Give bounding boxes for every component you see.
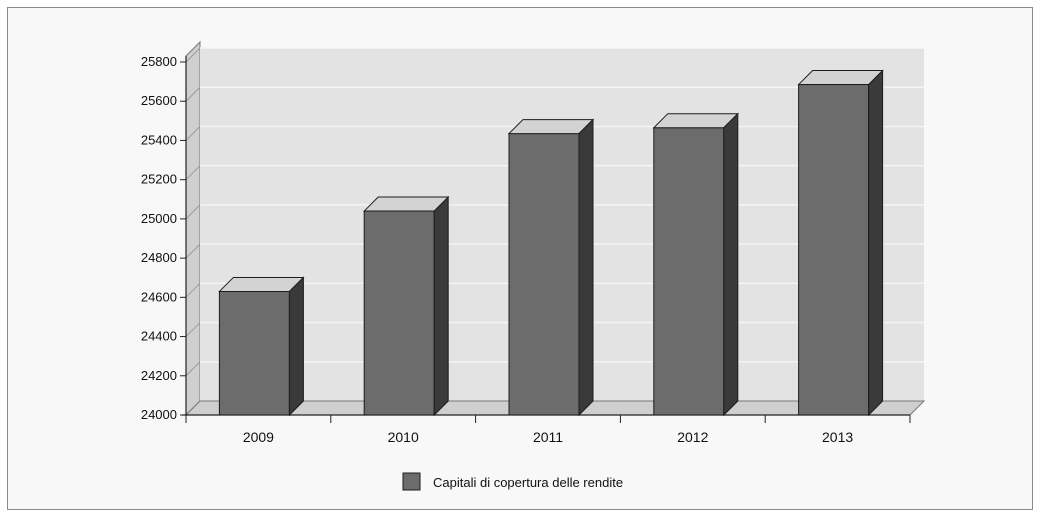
y-axis: 25800 25600 25400 25200 25000 24800 24600 24400… (141, 54, 186, 422)
bars (218, 69, 884, 417)
x-tick-label: 2011 (533, 429, 563, 445)
bar-side (288, 276, 304, 417)
bar-front (218, 290, 290, 416)
x-tick-label: 2009 (243, 429, 274, 445)
legend-label: Capitali di copertura delle rendite (433, 475, 623, 490)
bar-front (798, 84, 870, 416)
bar-side (723, 112, 739, 417)
gridline-depth (185, 165, 201, 181)
bar-front (653, 127, 725, 416)
x-tick-label: 2013 (822, 429, 853, 445)
bar-side (433, 195, 449, 417)
y-tick-label: 25400 (141, 132, 177, 147)
x-axis: 2009 2010 2011 2012 2013 (185, 415, 911, 445)
bar-2013 (797, 69, 884, 417)
gridline-depth (185, 361, 201, 377)
y-tick-label: 25800 (141, 54, 177, 69)
bar-front (363, 210, 435, 416)
y-tick-label: 25000 (141, 211, 177, 226)
gridline-depth (185, 204, 201, 220)
y-tick-label: 25600 (141, 93, 177, 108)
bar-2012 (652, 112, 740, 417)
y-tick-label: 24400 (141, 329, 177, 344)
y-tick-label: 24800 (141, 250, 177, 265)
y-tick-label: 24000 (141, 407, 177, 422)
x-tick-label: 2010 (388, 429, 419, 445)
gridline-depth (185, 243, 201, 259)
bar-front (508, 133, 580, 416)
bar-side (578, 118, 594, 417)
bar-side (868, 69, 884, 417)
y-tick-label: 24600 (141, 289, 177, 304)
gridline-depth (185, 47, 201, 63)
chart-frame: 25800 25600 25400 25200 25000 24800 24600 24400… (7, 7, 1033, 510)
gridline-depth (185, 282, 201, 298)
gridline-depth (185, 126, 201, 141)
legend-swatch (402, 472, 421, 491)
bar-2009 (218, 276, 305, 417)
bar-2011 (507, 118, 595, 417)
y-tick-label: 25200 (141, 172, 177, 187)
bar-2010 (362, 195, 450, 417)
bar-chart-3d: 25800 25600 25400 25200 25000 24800 24600 24400… (141, 40, 926, 491)
x-tick-label: 2012 (677, 429, 708, 445)
legend: Capitali di copertura delle rendite (402, 472, 623, 491)
side-wall (185, 40, 201, 417)
gridline-depth (185, 86, 201, 102)
y-tick-label: 24200 (141, 368, 177, 383)
gridline-depth (185, 322, 201, 337)
